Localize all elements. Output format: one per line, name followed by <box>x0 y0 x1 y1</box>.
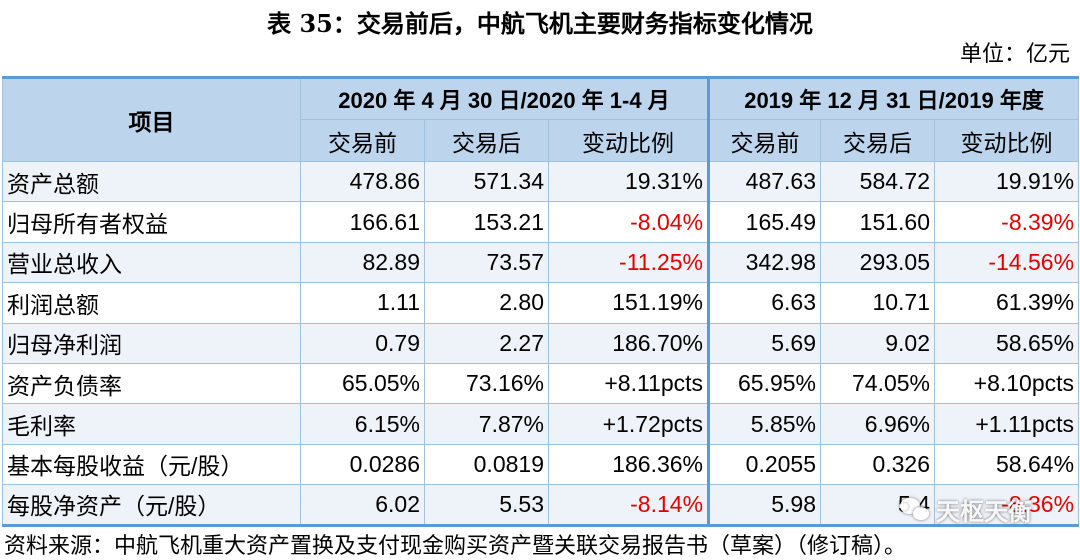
table-row: 每股净资产（元/股）6.025.53-8.14%5.985.4-8.36% <box>2 484 1080 527</box>
table-cell: +1.72pcts <box>547 403 710 445</box>
row-label: 毛利率 <box>2 403 301 445</box>
header-group-2020: 2020 年 4 月 30 日/2020 年 1-4 月 <box>299 76 710 120</box>
header-row-sub: 交易前 交易后 变动比例 交易前 交易后 变动比例 <box>3 119 1080 162</box>
table-cell: 151.19% <box>547 282 710 324</box>
table-cell: 5.4 <box>820 484 936 527</box>
table-cell: 9.02 <box>820 322 936 364</box>
table-cell: -8.36% <box>934 484 1080 527</box>
header-sub: 交易后 <box>424 119 549 162</box>
table-cell: 0.326 <box>820 443 936 486</box>
table-cell: 65.95% <box>707 362 822 405</box>
table-cell: 0.0819 <box>424 443 549 486</box>
row-label: 营业总收入 <box>2 241 301 284</box>
table-row: 归母净利润 0.79 2.27 186.70% 5.69 9.02 58.65% <box>2 322 1080 364</box>
table-cell: +8.11pcts <box>547 362 710 405</box>
table-cell: 153.21 <box>424 201 549 243</box>
unit-label: 单位：亿元 <box>959 42 1070 67</box>
row-label: 基本每股收益（元/股） <box>2 443 301 486</box>
table-cell: 19.91% <box>934 160 1080 203</box>
table-cell: 342.98 <box>707 241 822 284</box>
table-row: 利润总额 1.11 2.80 151.19% 6.63 10.71 61.39% <box>2 282 1080 324</box>
table-cell: 10.71 <box>820 282 936 324</box>
table-title: 表 35：交易前后，中航飞机主要财务指标变化情况 <box>267 9 813 38</box>
table-cell: +8.10pcts <box>934 362 1080 405</box>
table-cell: 0.2055 <box>707 443 822 486</box>
table-row: 归母所有者权益 166.61 153.21 -8.04% 165.49 151.60 -8.… <box>2 201 1080 243</box>
table-cell: 58.64% <box>934 443 1080 486</box>
table-cell: 165.49 <box>707 201 822 243</box>
table-cell: 58.65% <box>934 322 1080 364</box>
table-cell: 478.86 <box>300 160 425 203</box>
table-cell: 0.79 <box>300 322 425 364</box>
wechat-icon <box>900 497 930 522</box>
table-cell: 74.05% <box>820 362 936 405</box>
table-cell: 5.53 <box>424 484 549 527</box>
table-row: 毛利率 6.15% 7.87% +1.72pcts 5.85% 6.96% +1.11pct… <box>2 403 1080 445</box>
table-cell: 5.98 <box>707 484 822 527</box>
table-row: 营业总收入 82.89 73.57 -11.25% 342.98 293.05 -14.56… <box>2 241 1080 284</box>
table-cell: 6.63 <box>707 282 822 324</box>
table-cell: 65.05% <box>300 362 425 405</box>
row-label: 归母净利润 <box>2 322 301 364</box>
table-cell: 73.16% <box>424 362 549 405</box>
table-cell: 6.15% <box>300 403 425 445</box>
table-cell: +1.11pcts <box>934 403 1080 445</box>
table-cell: 61.39% <box>934 282 1080 324</box>
table-cell: 5.85% <box>707 403 822 445</box>
table-cell: -14.56% <box>934 241 1080 284</box>
table-cell: 19.31% <box>547 160 710 203</box>
financial-table: 项目 2020 年 4 月 30 日/2020 年 1-4 月 2019 年 1… <box>2 76 1080 527</box>
table-cell: 5.69 <box>707 322 822 364</box>
table-row: 资产负债率 65.05% 73.16% +8.11pcts 65.95% 74.05% +8… <box>2 362 1080 405</box>
table-cell: 82.89 <box>300 241 425 284</box>
table-cell: 487.63 <box>707 160 822 203</box>
table-cell: 166.61 <box>300 201 425 243</box>
table-row: 资产总额 478.86 571.34 19.31% 487.63 584.72 19.91% <box>2 160 1080 203</box>
table-cell: 186.70% <box>547 322 710 364</box>
table-row: 基本每股收益（元/股） 0.0286 0.0819 186.36% 0.2055 0.32… <box>2 443 1080 486</box>
table-cell: -8.14% <box>547 484 710 527</box>
watermark: 天枢天衡 <box>900 492 1032 527</box>
table-cell: 6.02 <box>300 484 425 527</box>
table-cell: 584.72 <box>820 160 936 203</box>
row-label: 利润总额 <box>2 282 301 324</box>
header-row-groups: 项目 2020 年 4 月 30 日/2020 年 1-4 月 2019 年 1… <box>2 76 1080 162</box>
table-cell: 6.96% <box>820 403 936 445</box>
table-cell: 186.36% <box>547 443 710 486</box>
table-cell: 571.34 <box>424 160 549 203</box>
row-label: 资产负债率 <box>2 362 301 405</box>
table-cell: 2.27 <box>424 322 549 364</box>
table-cell: -8.04% <box>547 201 710 243</box>
header-group-2019: 2019 年 12 月 31 日/2019 年度 <box>707 76 1080 120</box>
header-sub: 变动比例 <box>547 119 710 162</box>
watermark-text: 天枢天衡 <box>936 498 1032 526</box>
header-sub: 交易后 <box>820 119 936 162</box>
table-cell: 293.05 <box>820 241 936 284</box>
source-note: 资料来源：中航飞机重大资产置换及支付现金购买资产暨关联交易报告书（草案）（修订稿… <box>4 534 907 559</box>
table-cell: -11.25% <box>547 241 710 284</box>
row-label: 每股净资产（元/股） <box>2 484 301 527</box>
row-label: 归母所有者权益 <box>2 201 301 243</box>
table-cell: 73.57 <box>424 241 549 284</box>
table-cell: 1.11 <box>300 282 425 324</box>
table-cell: 7.87% <box>424 403 549 445</box>
header-sub: 变动比例 <box>934 119 1080 162</box>
row-label: 资产总额 <box>2 160 301 203</box>
table-cell: 2.80 <box>424 282 549 324</box>
table-cell: -8.39% <box>934 201 1080 243</box>
table-cell: 151.60 <box>820 201 936 243</box>
header-item: 项目 <box>2 76 301 162</box>
header-sub: 交易前 <box>300 119 425 162</box>
header-sub: 交易前 <box>707 119 822 162</box>
table-cell: 0.0286 <box>300 443 425 486</box>
